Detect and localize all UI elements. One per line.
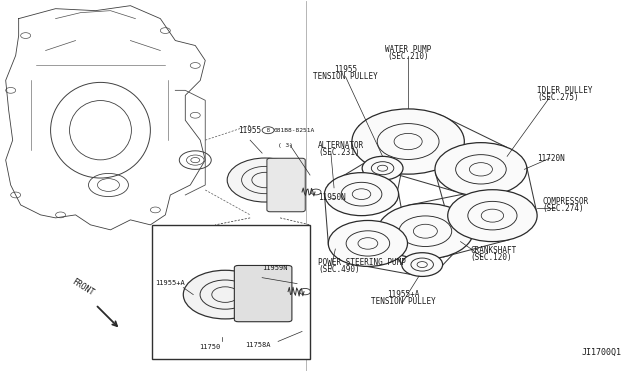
Text: 11750: 11750 — [200, 344, 221, 350]
Text: (SEC.490): (SEC.490) — [318, 265, 360, 274]
Text: 11720N: 11720N — [537, 154, 565, 163]
FancyBboxPatch shape — [152, 225, 310, 359]
Circle shape — [402, 253, 443, 276]
Text: JI1700Q1: JI1700Q1 — [581, 348, 621, 357]
Circle shape — [262, 127, 274, 134]
Text: 11955: 11955 — [238, 126, 261, 135]
Circle shape — [362, 156, 403, 180]
Circle shape — [183, 270, 267, 319]
Text: 081B8-8251A: 081B8-8251A — [274, 128, 316, 133]
Circle shape — [328, 221, 408, 266]
Text: POWER STEERING PUMP: POWER STEERING PUMP — [318, 258, 406, 267]
Text: WATER PUMP: WATER PUMP — [385, 45, 431, 54]
Text: IDLER PULLEY: IDLER PULLEY — [537, 86, 593, 95]
Text: TENSION PULLEY: TENSION PULLEY — [313, 72, 378, 81]
Text: FRONT: FRONT — [70, 277, 96, 298]
Text: B: B — [267, 128, 269, 133]
Text: TENSION PULLEY: TENSION PULLEY — [371, 297, 435, 306]
Text: 11758A: 11758A — [245, 342, 271, 349]
Circle shape — [227, 158, 303, 202]
Text: 11955+A: 11955+A — [387, 291, 419, 299]
Text: (SEC.275): (SEC.275) — [537, 93, 579, 102]
Text: 11955: 11955 — [334, 65, 357, 74]
Text: 11950N: 11950N — [318, 193, 346, 202]
Text: ALTERNATOR: ALTERNATOR — [318, 141, 364, 151]
Text: ( 3): ( 3) — [278, 143, 293, 148]
Text: 11959N: 11959N — [262, 265, 287, 271]
Circle shape — [378, 203, 473, 259]
Text: COMPRESSOR: COMPRESSOR — [542, 197, 589, 206]
Text: CRANKSHAFT: CRANKSHAFT — [470, 246, 516, 255]
Text: (SEC.210): (SEC.210) — [387, 52, 429, 61]
Circle shape — [352, 109, 465, 174]
Text: (SEC.120): (SEC.120) — [470, 253, 512, 262]
FancyBboxPatch shape — [234, 266, 292, 322]
FancyBboxPatch shape — [267, 158, 305, 212]
Text: 11955+A: 11955+A — [156, 280, 185, 286]
Text: (SEC.231): (SEC.231) — [318, 148, 360, 157]
Circle shape — [448, 190, 537, 241]
Circle shape — [324, 173, 399, 216]
Text: (SEC.274): (SEC.274) — [542, 204, 584, 213]
Circle shape — [435, 142, 527, 196]
